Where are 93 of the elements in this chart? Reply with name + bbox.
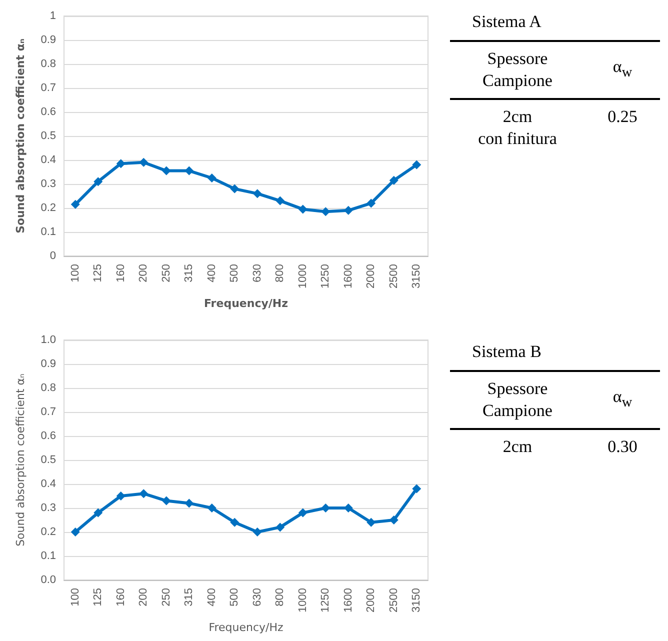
x-tick-label: 100	[69, 264, 82, 282]
point	[116, 492, 126, 500]
y-tick-label: 0.3	[40, 178, 56, 190]
x-tick-label: 1000	[296, 588, 309, 612]
y-tick-label: 1	[50, 10, 56, 22]
text: 2cm	[502, 436, 534, 458]
point	[412, 484, 422, 494]
x-tick-label: 3150	[410, 264, 423, 288]
point	[298, 508, 308, 518]
point	[139, 158, 148, 167]
x-tick-label: 315	[183, 264, 196, 282]
point	[389, 516, 398, 524]
x-tick-label: 2500	[388, 588, 400, 612]
point	[298, 204, 308, 214]
y-tick-label: 0.4	[40, 154, 56, 166]
x-axis-title: Frequency/Hz	[204, 297, 288, 310]
y-tick-label: 0.7	[40, 406, 56, 418]
y-axis-title: Sound absorption coefficient αₙ	[14, 38, 27, 234]
y-tick-label: 0.8	[40, 382, 56, 394]
text: 0.30	[606, 436, 638, 458]
x-tick-label: 630	[251, 588, 264, 606]
x-tick-label: 1000	[296, 264, 309, 288]
x-tick-label: 630	[251, 264, 264, 282]
x-tick-label: 3150	[410, 588, 423, 612]
x-tick-label: 500	[228, 264, 241, 282]
y-tick-label: 0.6	[40, 430, 56, 442]
y-tick-label: 0.4	[40, 478, 56, 490]
y-tick-label: 0.1	[40, 550, 56, 562]
y-tick-label: 0.7	[40, 82, 56, 94]
text: 2cm con finitura	[477, 106, 558, 150]
y-tick-label: 0.5	[40, 454, 56, 466]
point	[366, 198, 376, 208]
point	[389, 176, 398, 185]
y-tick-label: 1.0	[40, 334, 56, 346]
x-tick-label: 250	[160, 588, 172, 606]
point	[252, 528, 262, 536]
text: 0.25	[606, 106, 638, 128]
x-tick-label: 315	[183, 588, 196, 606]
point	[70, 200, 80, 209]
point	[207, 504, 216, 512]
x-tick-label: 100	[69, 588, 82, 606]
point	[230, 184, 240, 194]
point	[276, 196, 285, 206]
x-tick-label: 200	[138, 588, 150, 606]
x-tick-label: 1600	[342, 588, 354, 612]
x-tick-label: 125	[92, 588, 104, 606]
x-tick-label: 125	[92, 264, 104, 282]
x-tick-label: 2000	[365, 264, 378, 288]
x-tick-label: 250	[160, 264, 172, 282]
x-axis-title: Frequency/Hz	[208, 621, 284, 634]
x-tick-label: 500	[228, 588, 241, 606]
y-tick-label: 0.9	[40, 358, 56, 370]
point	[184, 498, 194, 508]
text: Sistema B	[471, 341, 542, 363]
point	[116, 159, 126, 168]
y-tick-label: 0.8	[40, 58, 56, 70]
y-tick-label: 0.6	[40, 106, 56, 118]
point	[94, 177, 103, 186]
point	[276, 522, 285, 532]
point	[139, 489, 148, 498]
x-tick-label: 160	[114, 264, 127, 282]
x-tick-label: 2000	[365, 588, 378, 612]
x-tick-label: 1250	[320, 264, 332, 288]
text: α$_{w}$	[612, 386, 634, 413]
x-tick-label: 800	[274, 588, 286, 606]
x-tick-label: 2500	[388, 264, 400, 288]
x-tick-label: 1600	[342, 264, 354, 288]
y-tick-label: 0.2	[40, 526, 56, 538]
point	[230, 518, 240, 527]
x-tick-label: 200	[138, 264, 150, 282]
y-tick-label: 0.9	[40, 34, 56, 46]
x-tick-label: 800	[274, 264, 286, 282]
y-tick-label: 0.2	[40, 202, 56, 214]
y-tick-label: 0.3	[40, 502, 56, 514]
x-tick-label: 160	[114, 588, 127, 606]
text: α$_{w}$	[612, 56, 634, 83]
x-tick-label: 1250	[320, 588, 332, 612]
x-tick-label: 400	[206, 588, 218, 606]
point	[252, 189, 262, 198]
y-tick-label: 0.5	[40, 130, 56, 142]
point	[207, 174, 216, 182]
point	[162, 496, 171, 506]
text: Sistema A	[471, 11, 542, 33]
y-tick-label: 0	[50, 250, 56, 262]
x-tick-label: 400	[206, 264, 218, 282]
point	[70, 528, 80, 536]
y-axis-title: Sound absorption coefficient αₙ	[14, 374, 27, 546]
y-tick-label: 0.1	[40, 226, 56, 238]
text: Spessore Campione	[482, 378, 554, 422]
point	[412, 160, 422, 170]
point	[94, 508, 103, 518]
text: Spessore Campione	[482, 48, 554, 92]
y-tick-label: 0.0	[40, 574, 56, 586]
